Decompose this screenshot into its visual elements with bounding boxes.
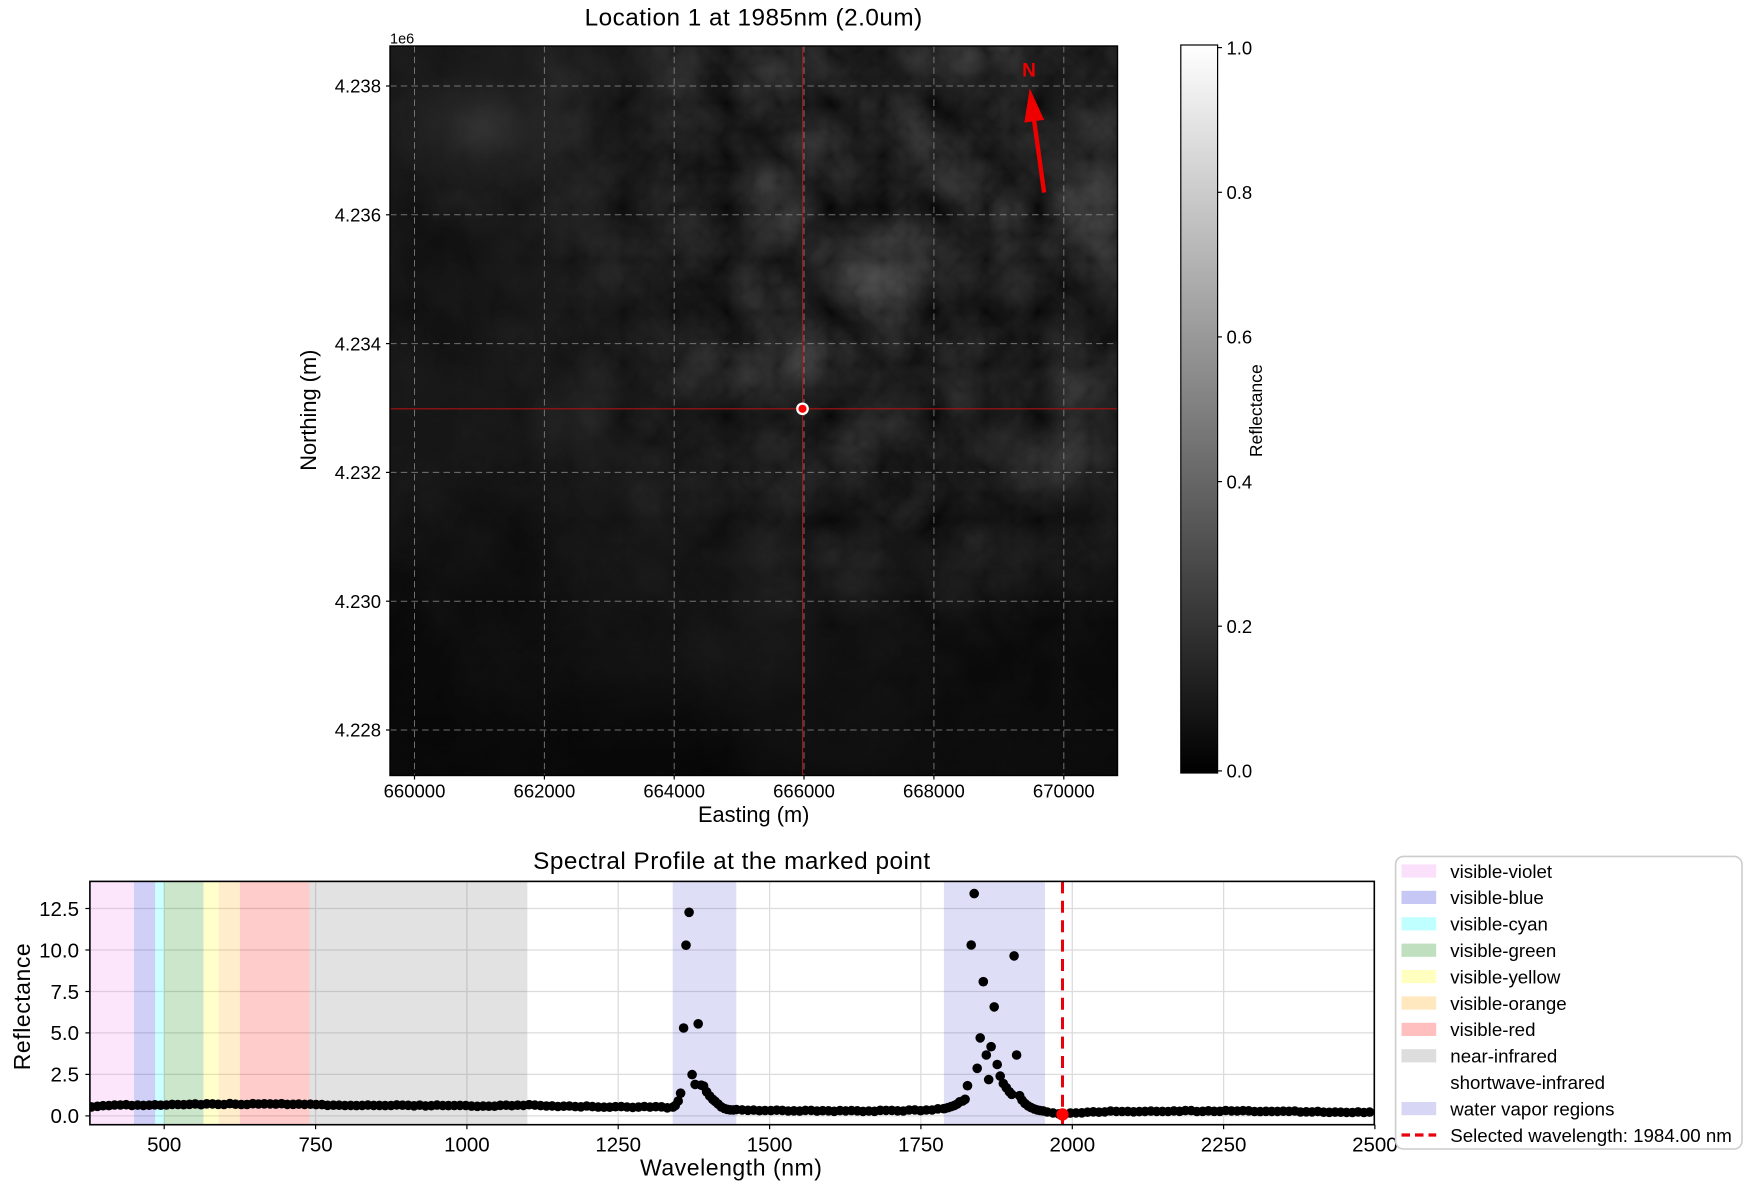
svg-text:660000: 660000 [384,781,446,802]
svg-text:near-infrared: near-infrared [1450,1046,1557,1067]
svg-text:2250: 2250 [1201,1134,1247,1157]
svg-text:visible-yellow: visible-yellow [1450,966,1561,987]
svg-text:2500: 2500 [1352,1134,1398,1157]
svg-text:Northing (m): Northing (m) [296,350,321,471]
svg-text:1500: 1500 [747,1134,793,1157]
svg-text:664000: 664000 [643,781,705,802]
svg-text:1750: 1750 [898,1134,944,1157]
svg-text:0.2: 0.2 [1227,616,1253,637]
svg-text:2000: 2000 [1049,1134,1095,1157]
svg-text:4.234: 4.234 [335,333,381,354]
svg-text:shortwave-infrared: shortwave-infrared [1450,1072,1605,1093]
svg-text:visible-cyan: visible-cyan [1450,914,1548,935]
svg-text:visible-green: visible-green [1450,940,1556,961]
svg-text:670000: 670000 [1033,781,1095,802]
svg-text:2.5: 2.5 [51,1064,80,1087]
svg-text:12.5: 12.5 [39,898,79,921]
svg-text:4.232: 4.232 [335,462,381,483]
svg-text:668000: 668000 [903,781,965,802]
svg-text:Easting (m): Easting (m) [698,802,809,827]
svg-text:4.230: 4.230 [335,591,381,612]
svg-text:water vapor regions: water vapor regions [1449,1098,1614,1119]
svg-text:750: 750 [298,1134,332,1157]
svg-text:500: 500 [147,1134,181,1157]
svg-text:Reflectance: Reflectance [1246,364,1266,457]
svg-text:Spectral Profile at the marked: Spectral Profile at the marked point [533,848,931,875]
svg-text:0.4: 0.4 [1227,471,1253,492]
svg-text:0.0: 0.0 [1227,761,1253,782]
svg-text:Reflectance: Reflectance [9,943,35,1071]
svg-text:7.5: 7.5 [51,981,80,1004]
svg-text:5.0: 5.0 [51,1022,80,1045]
svg-text:0.6: 0.6 [1227,327,1253,348]
svg-text:visible-violet: visible-violet [1450,861,1553,882]
svg-text:1250: 1250 [595,1134,641,1157]
svg-text:662000: 662000 [514,781,576,802]
svg-text:4.236: 4.236 [335,205,381,226]
svg-text:visible-red: visible-red [1450,1019,1535,1040]
svg-text:Selected wavelength: 1984.00 n: Selected wavelength: 1984.00 nm [1450,1125,1732,1146]
svg-text:10.0: 10.0 [39,939,79,962]
svg-text:4.228: 4.228 [335,720,381,741]
svg-text:0.8: 0.8 [1227,182,1253,203]
svg-text:visible-blue: visible-blue [1450,887,1543,908]
svg-text:1e6: 1e6 [390,32,414,48]
svg-text:4.238: 4.238 [335,76,381,97]
svg-text:1.0: 1.0 [1227,37,1253,58]
svg-text:visible-orange: visible-orange [1450,993,1566,1014]
svg-text:1000: 1000 [444,1134,490,1157]
svg-text:Wavelength (nm): Wavelength (nm) [640,1155,823,1181]
svg-text:Location 1 at 1985nm (2.0um): Location 1 at 1985nm (2.0um) [585,5,923,32]
svg-text:N: N [1022,61,1036,82]
svg-text:0.0: 0.0 [51,1105,80,1128]
svg-text:666000: 666000 [773,781,835,802]
